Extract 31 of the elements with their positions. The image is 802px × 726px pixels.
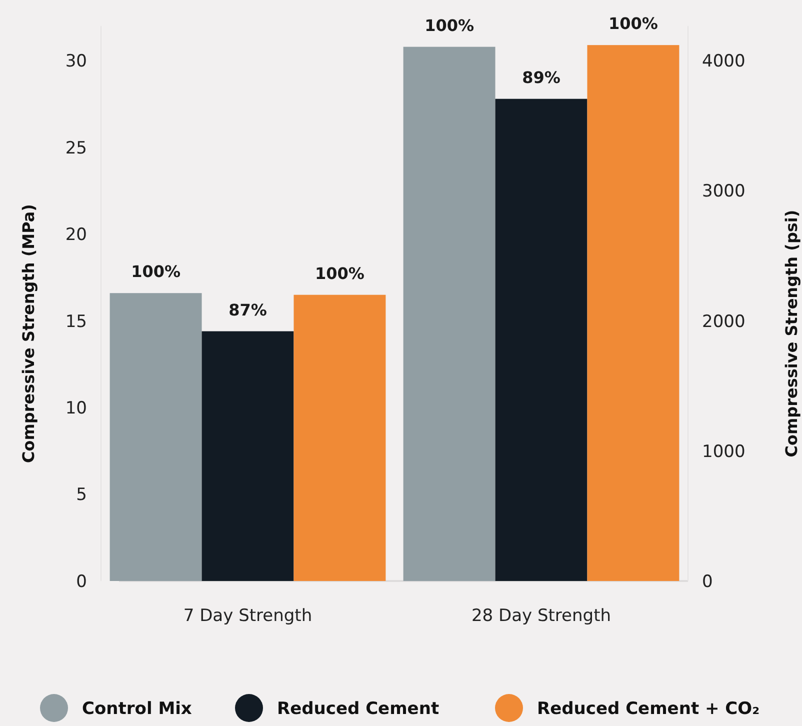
legend-label: Reduced Cement — [277, 699, 440, 719]
x-tick-label: 28 Day Strength — [471, 606, 612, 626]
legend-label: Control Mix — [82, 699, 192, 719]
annotation: 87% — [228, 300, 267, 320]
annotation: 100% — [131, 262, 181, 282]
y2-tick-label: 4000 — [702, 52, 746, 72]
bar — [294, 294, 386, 581]
annotation: 100% — [424, 16, 474, 35]
bar — [495, 98, 588, 581]
annotation: 100% — [314, 264, 364, 283]
bar — [587, 45, 680, 581]
x-tick-label: 7 Day Strength — [183, 606, 312, 626]
y2-tick-label: 0 — [702, 572, 713, 592]
bar — [202, 331, 294, 581]
y-tick-label: 15 — [65, 312, 87, 332]
y2-tick-label: 1000 — [702, 442, 746, 462]
bar — [403, 46, 496, 581]
y2-tick-label: 3000 — [702, 182, 746, 202]
y-tick-label: 25 — [65, 138, 87, 158]
bar — [110, 293, 202, 581]
y-tick-label: 10 — [65, 398, 87, 419]
y-axis-title: Compressive Strength (MPa) — [19, 204, 38, 463]
y2-axis-title: Compressive Strength (psi) — [782, 210, 801, 458]
annotation: 89% — [522, 68, 560, 87]
y-tick-label: 5 — [76, 485, 87, 506]
legend-label: Reduced Cement + CO₂ — [537, 699, 760, 719]
y-tick-label: 20 — [65, 225, 87, 246]
y2-tick-label: 2000 — [702, 312, 746, 332]
y-tick-label: 0 — [76, 572, 87, 592]
y-tick-label: 30 — [65, 52, 87, 72]
annotation: 100% — [608, 14, 658, 34]
